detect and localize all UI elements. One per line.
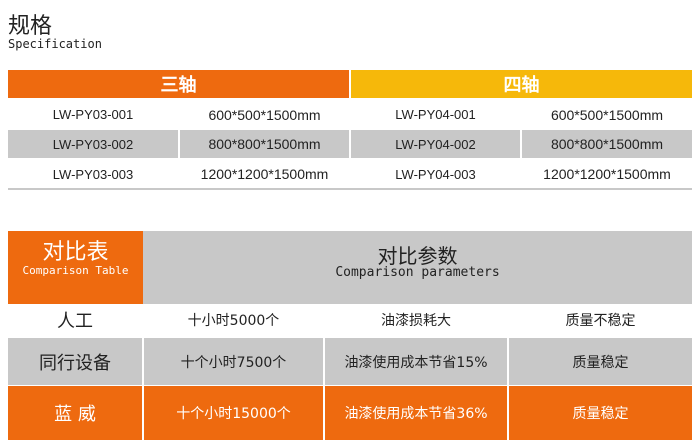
spec-model: LW-PY04-001 <box>395 107 476 122</box>
row-label: 同行设备 <box>8 338 142 385</box>
quality-cell: 质量不稳定 <box>565 313 636 329</box>
row-label: 人工 <box>57 311 93 332</box>
comparison-params: 对比参数 <box>377 243 458 268</box>
spec-dimensions: 1200*1200*1500mm <box>543 166 671 182</box>
paint-cell: 油漆使用成本节省36% <box>325 386 507 440</box>
comparison-title: 对比表 <box>42 240 109 265</box>
page-title: 规格 <box>8 14 53 39</box>
comparison-title-cell: 对比表 Comparison Table <box>8 231 143 304</box>
comparison-params-en: Comparison parameters <box>335 264 500 280</box>
quality-cell: 质量稳定 <box>509 386 692 440</box>
spec-dimensions: 800*800*1500mm <box>180 130 349 158</box>
spec-model: LW-PY04-003 <box>395 166 476 182</box>
page-subtitle: Specification <box>8 37 102 51</box>
output-cell: 十个小时15000个 <box>144 386 323 440</box>
four-axis-header: 四轴 <box>351 70 692 98</box>
spec-model: LW-PY03-001 <box>52 107 134 122</box>
comparison-title-en: Comparison Table <box>22 263 129 277</box>
spec-dimensions: 600*500*1500mm <box>208 106 321 123</box>
spec-dimensions: 800*800*1500mm <box>522 130 692 158</box>
paint-cell: 油漆使用成本节省15% <box>325 338 507 385</box>
quality-cell: 质量稳定 <box>509 338 692 385</box>
spec-model: LW-PY03-003 <box>52 166 134 182</box>
spec-model: LW-PY04-002 <box>351 130 520 158</box>
divider <box>8 188 692 190</box>
paint-cell: 油漆损耗大 <box>381 313 451 329</box>
spec-model: LW-PY03-002 <box>8 130 178 158</box>
row-label: 蓝 威 <box>8 386 142 440</box>
three-axis-header: 三轴 <box>8 70 349 98</box>
comparison-params-cell: 对比参数 Comparison parameters <box>143 231 692 304</box>
spec-dimensions: 600*500*1500mm <box>550 106 664 123</box>
output-cell: 十个小时7500个 <box>144 338 323 385</box>
output-cell: 十小时5000个 <box>187 313 280 329</box>
spec-dimensions: 1200*1200*1500mm <box>200 166 329 182</box>
